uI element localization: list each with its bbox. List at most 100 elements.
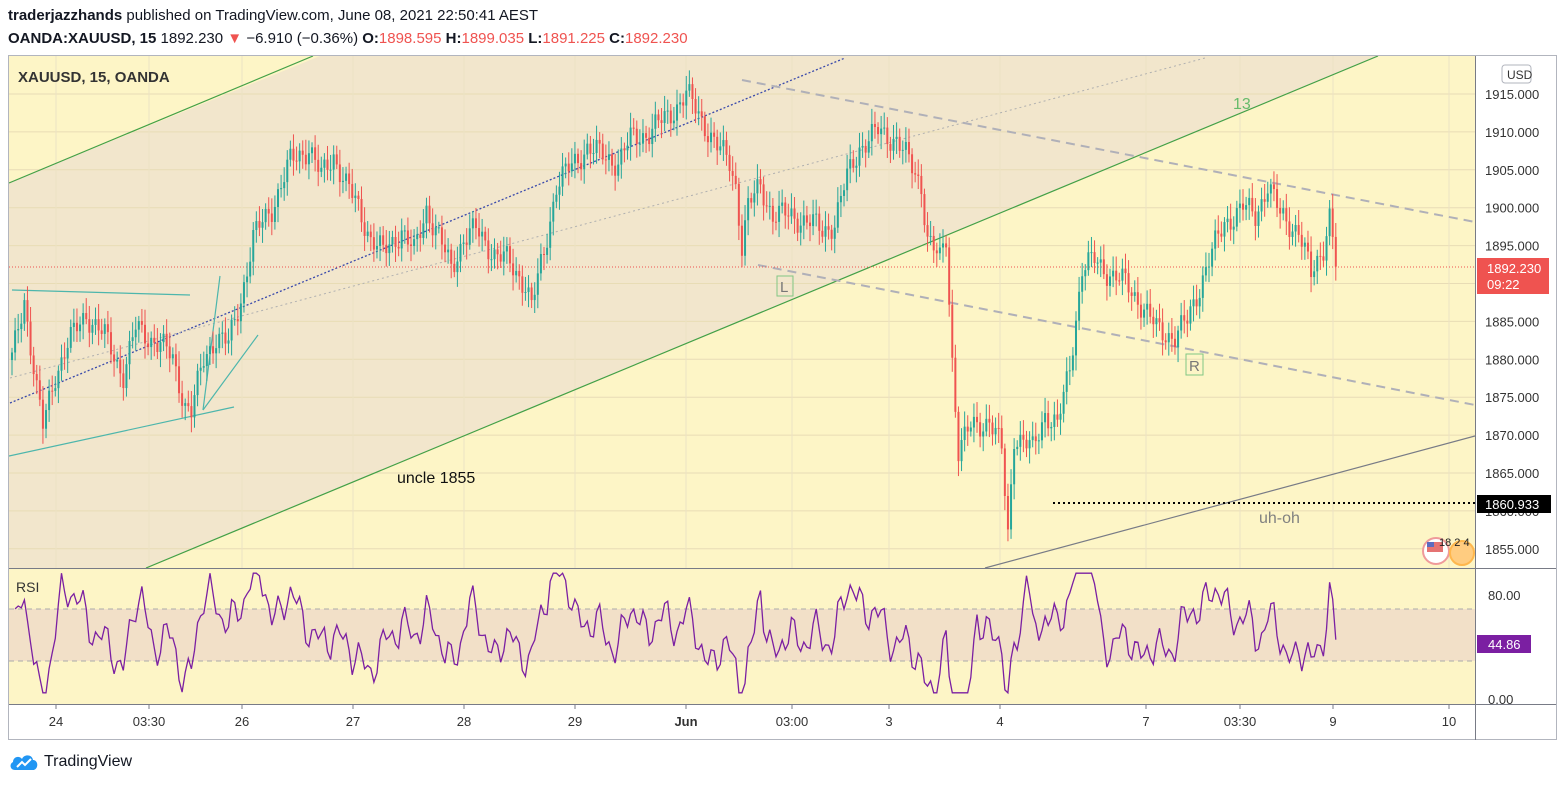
candle-body [1282,208,1285,214]
candle-body [744,220,747,256]
candle-body [57,370,60,389]
price-axis[interactable]: 1915.000 1910.000 1905.000 1900.000 1895.000… [1485,87,1539,557]
candle-body [617,164,620,176]
candle-body [54,388,57,391]
candle-body [895,136,898,139]
candle-body [836,202,839,228]
candle-body [174,354,177,367]
candle-body [750,198,753,203]
level-label: 1860.933 [1485,497,1539,512]
candle-body [1276,189,1279,208]
candle-body [1028,440,1031,449]
candle-body [521,276,524,293]
candle-body [675,104,678,121]
candle-body [1096,262,1099,264]
candle-body [153,337,156,343]
candle-body [360,198,363,223]
candle-body [694,98,697,114]
time-tick-label: 27 [346,714,360,729]
candle-body [651,128,654,145]
candle-body [669,110,672,124]
candle-body [815,213,818,215]
candle-body [91,324,94,333]
candle-body [790,208,793,217]
candle-body [883,127,886,129]
currency-badge[interactable] [1501,64,1532,84]
candle-body [199,367,202,371]
candle-body [38,380,41,400]
candle-body [66,347,69,359]
event-flag-canton [1427,542,1434,547]
candle-body [397,246,400,249]
candle-body [1019,434,1022,447]
candle-body [94,319,97,325]
candle-body [307,153,310,165]
candle-body [1195,299,1198,307]
uh-oh-label: uh-oh [1259,510,1300,527]
candle-body [295,160,298,162]
candle-body [719,146,722,151]
candle-body [1040,422,1043,441]
symbol-legend: OANDA:XAUUSD, 15 1892.230 ▼ −6.910 (−0.3… [8,30,688,47]
candle-body [1143,309,1146,318]
candle-body [116,359,119,362]
candle-body [14,330,17,353]
candle-body [29,321,32,356]
rsi-band [9,609,1475,661]
candle-body [354,195,357,198]
candle-body [63,357,66,359]
candle-body [1074,320,1077,356]
candle-body [951,304,954,358]
candle-body [88,319,91,333]
tradingview-brand[interactable]: TradingView [8,752,132,772]
candle-body [447,249,450,253]
candle-body [583,154,586,170]
candle-body [512,263,515,276]
time-axis[interactable]: 24 03:30 26 27 28 29 Jun 03:00 3 4 7 03:30 9 10 [49,704,1456,729]
candle-body [505,246,508,252]
candle-body [985,418,988,432]
candle-body [168,346,171,359]
candle-body [700,111,703,117]
candle-body [276,189,279,207]
candle-body [1204,267,1207,276]
candle-body [283,182,286,189]
author-name[interactable]: traderjazzhands [8,7,123,24]
candle-body [966,426,969,432]
event-badge-text: 18 2 4 [1439,537,1470,549]
candle-body [1316,255,1319,272]
candle-body [162,333,165,343]
candle-body [963,426,966,440]
chart-title: XAUUSD, 15, OANDA [18,69,170,86]
candle-body [1034,436,1037,442]
candle-body [1084,270,1087,277]
candle-body [131,337,134,342]
candle-body [478,228,481,237]
candle-body [338,164,341,183]
candle-body [227,340,230,344]
events-badge[interactable]: 18 2 4 [1422,537,1475,566]
candle-body [134,329,137,338]
candle-body [109,332,112,355]
candle-body [1146,303,1149,310]
candle-body [159,342,162,352]
candle-body [762,184,765,206]
candle-body [1201,275,1204,298]
candle-body [706,136,709,143]
candle-body [561,166,564,187]
candle-body [1152,316,1155,325]
wave-13-label: 13 [1233,96,1251,113]
label-L: L [780,279,788,296]
candle-body [184,403,187,406]
candle-body [391,237,394,245]
candle-body [224,332,227,344]
candle-body [1257,211,1260,226]
candle-body [218,333,221,349]
candle-body [976,416,979,423]
low-label: L: [528,30,543,47]
candle-body [317,159,320,172]
candle-body [202,366,205,368]
candle-body [1285,208,1288,222]
flag-line-b [202,334,259,411]
